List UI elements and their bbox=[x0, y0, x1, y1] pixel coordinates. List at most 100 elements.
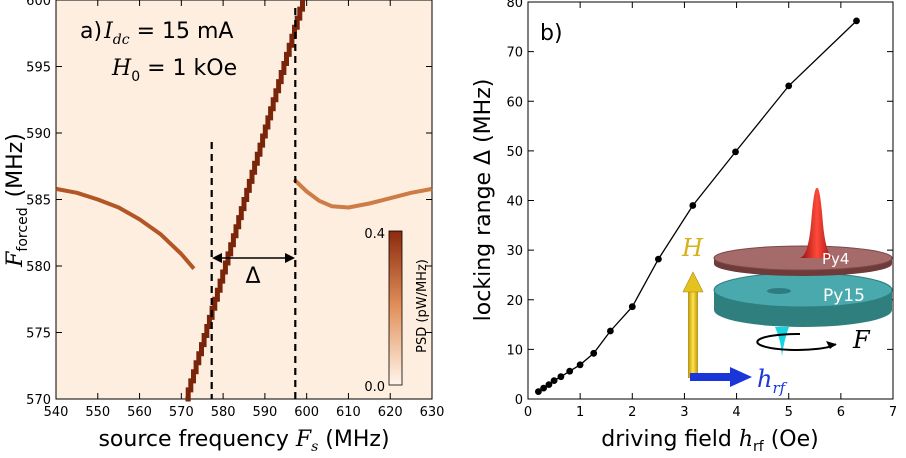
py15-disk-top bbox=[713, 272, 893, 308]
ylabel-sub: forced bbox=[15, 207, 31, 251]
panel-label-b: b) bbox=[540, 21, 563, 46]
current-value: = 15 mA bbox=[130, 19, 234, 44]
x-tick-label: 600 bbox=[294, 405, 319, 420]
x-tick-label: 6 bbox=[837, 405, 845, 420]
data-point bbox=[540, 384, 547, 392]
panel-b-plot-area bbox=[527, 1, 894, 400]
force-label: F bbox=[852, 326, 871, 354]
field-symbol: H bbox=[111, 56, 132, 81]
x-tick-label: 5 bbox=[785, 405, 793, 420]
y-tick-label: 585 bbox=[26, 194, 51, 209]
field-arrow-shaft bbox=[688, 290, 698, 378]
y-tick-label: 10 bbox=[506, 343, 523, 358]
x-tick-label: 540 bbox=[44, 405, 69, 420]
panel-b-xlabel: driving field hrf (Oe) bbox=[601, 427, 819, 454]
y-tick-label: 600 bbox=[26, 0, 51, 9]
annotation-field: H0 = 1 kOe bbox=[111, 56, 237, 85]
data-point bbox=[732, 148, 739, 156]
ylabel-unit: (MHz) bbox=[3, 133, 28, 197]
rf-label: hrf bbox=[757, 365, 788, 397]
x-tick-label: 0 bbox=[524, 405, 532, 420]
current-symbol: I bbox=[103, 19, 114, 44]
data-point bbox=[853, 17, 860, 25]
field-arrowhead bbox=[682, 271, 704, 293]
free-oscillation-branch-left bbox=[55, 186, 196, 271]
y-tick-label: 570 bbox=[26, 393, 51, 408]
data-point bbox=[607, 327, 614, 335]
field-value: = 1 kOe bbox=[140, 56, 237, 81]
x-tick-label: 550 bbox=[85, 405, 110, 420]
arrowhead-left bbox=[212, 253, 222, 263]
panel-a-ylabel: Fforced (MHz) bbox=[3, 133, 31, 268]
colorbar bbox=[388, 230, 403, 386]
field-sub: 0 bbox=[131, 69, 140, 85]
x-tick-label: 560 bbox=[127, 405, 152, 420]
colorbar-label: PSD (pW/MHz) bbox=[415, 259, 430, 353]
y-tick-label: 590 bbox=[26, 127, 51, 142]
data-point bbox=[628, 303, 636, 311]
x-tick-label: 3 bbox=[680, 405, 688, 420]
rf-sub: rf bbox=[772, 379, 787, 397]
locked-frequency-line bbox=[185, 0, 306, 402]
y-tick-label: 595 bbox=[26, 61, 51, 76]
panel-a-ticks: 540 550 560 570 580 590 600 610 620 630 570 575 580 5… bbox=[26, 0, 444, 420]
panel-b-ylabel: locking range Δ (MHz) bbox=[471, 79, 496, 322]
rf-symbol: h bbox=[757, 365, 772, 393]
x-tick-label: 1 bbox=[576, 405, 584, 420]
annotation-current: a)Idc = 15 mA bbox=[80, 19, 233, 48]
y-tick-label: 80 bbox=[506, 0, 523, 11]
x-tick-label: 630 bbox=[420, 405, 445, 420]
xlabel-unit: (MHz) bbox=[318, 427, 389, 452]
field-arrow-label: H bbox=[681, 234, 704, 262]
y-tick-label: 40 bbox=[506, 195, 523, 210]
data-point bbox=[689, 202, 697, 209]
x-tick-label: 580 bbox=[211, 405, 236, 420]
y-tick-label: 20 bbox=[506, 294, 523, 309]
xlabel-math: F bbox=[295, 427, 312, 452]
b-xlabel-text: driving field bbox=[601, 427, 739, 452]
b-xlabel-sub: rf bbox=[753, 439, 765, 454]
panel-a-xlabel: source frequency Fs (MHz) bbox=[98, 427, 389, 454]
xlabel-sub: s bbox=[311, 439, 318, 454]
y-tick-label: 0 bbox=[515, 393, 523, 408]
data-point bbox=[785, 82, 793, 90]
py15-label: Py15 bbox=[823, 286, 865, 306]
locking-range-label: Δ bbox=[245, 264, 260, 289]
b-xlabel-math: h bbox=[739, 427, 753, 452]
arrowhead-right bbox=[285, 253, 295, 263]
panel-a-marks bbox=[55, 0, 433, 402]
panel-b-marks bbox=[535, 17, 860, 395]
colorbar-tick-max: 0.4 bbox=[364, 227, 385, 242]
colorbar-tick-min: 0.0 bbox=[364, 380, 385, 395]
y-tick-label: 60 bbox=[506, 95, 523, 110]
data-point bbox=[576, 361, 584, 369]
py4-core-peak bbox=[800, 187, 834, 258]
data-point bbox=[655, 255, 662, 263]
current-sub: dc bbox=[113, 32, 130, 48]
free-oscillation-branch-right bbox=[292, 178, 433, 210]
device-inset: H hrf Py15 Py4 F bbox=[681, 187, 893, 397]
x-tick-label: 590 bbox=[252, 405, 277, 420]
panel-label-a: a) bbox=[80, 19, 102, 44]
rf-arrowhead bbox=[730, 367, 752, 387]
rf-arrow-shaft bbox=[690, 373, 734, 381]
data-point bbox=[550, 377, 558, 384]
y-tick-label: 50 bbox=[506, 145, 523, 160]
x-tick-label: 620 bbox=[378, 405, 403, 420]
panel-a: 540 550 560 570 580 590 600 610 620 630 570 575 580 5… bbox=[3, 0, 444, 455]
y-tick-label: 70 bbox=[506, 46, 523, 61]
x-tick-label: 610 bbox=[336, 405, 361, 420]
rotation-arrowhead bbox=[826, 341, 836, 349]
py15-dip bbox=[767, 288, 791, 294]
x-tick-label: 2 bbox=[628, 405, 636, 420]
ylabel-math: F bbox=[3, 251, 28, 268]
x-tick-label: 7 bbox=[889, 405, 897, 420]
data-point bbox=[535, 388, 542, 395]
data-point bbox=[545, 381, 553, 388]
x-tick-label: 570 bbox=[169, 405, 194, 420]
x-tick-label: 4 bbox=[732, 405, 740, 420]
data-point bbox=[590, 349, 598, 357]
